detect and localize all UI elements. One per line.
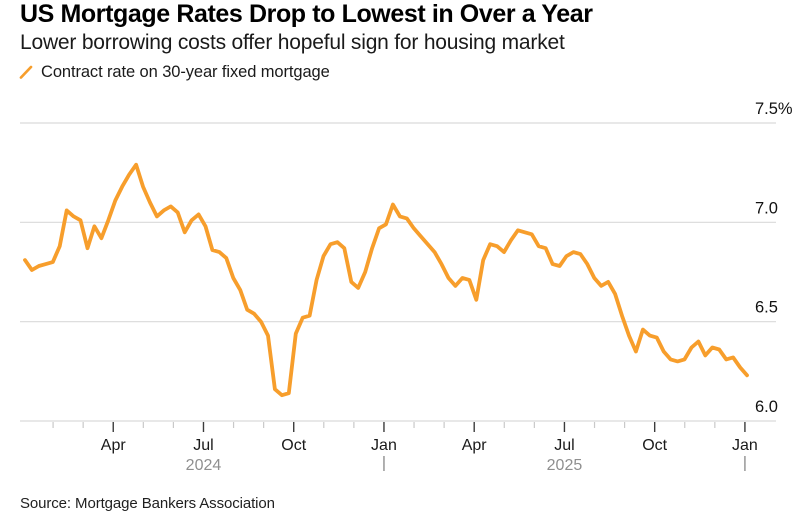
x-axis-month-label: Apr	[101, 437, 127, 454]
x-axis-year-label: 2024	[186, 457, 222, 474]
y-axis-label: 6.0	[755, 398, 778, 416]
mortgage-rate-line	[23, 162, 749, 398]
x-axis-year-label: 2025	[547, 457, 583, 474]
legend-line-marker-icon	[19, 65, 33, 79]
x-axis-month-label: Jan	[732, 437, 758, 454]
y-axis-label: 7.0	[755, 199, 778, 217]
x-axis-month-label: Apr	[462, 437, 488, 454]
legend-label: Contract rate on 30-year fixed mortgage	[41, 63, 330, 81]
x-axis-month-label: Jul	[554, 437, 574, 454]
legend: Contract rate on 30-year fixed mortgage	[18, 63, 330, 82]
chart-title: US Mortgage Rates Drop to Lowest in Over…	[20, 0, 593, 28]
x-axis-month-label: Oct	[642, 437, 667, 454]
x-axis-month-label: Jul	[193, 437, 213, 454]
x-axis-month-label: Oct	[281, 437, 306, 454]
x-axis-month-label: Jan	[371, 437, 397, 454]
chart-subtitle: Lower borrowing costs offer hopeful sign…	[20, 31, 565, 54]
y-axis-label: 6.5	[755, 299, 778, 317]
source-note: Source: Mortgage Bankers Association	[20, 495, 275, 512]
y-axis-label: 7.5%	[755, 100, 793, 118]
